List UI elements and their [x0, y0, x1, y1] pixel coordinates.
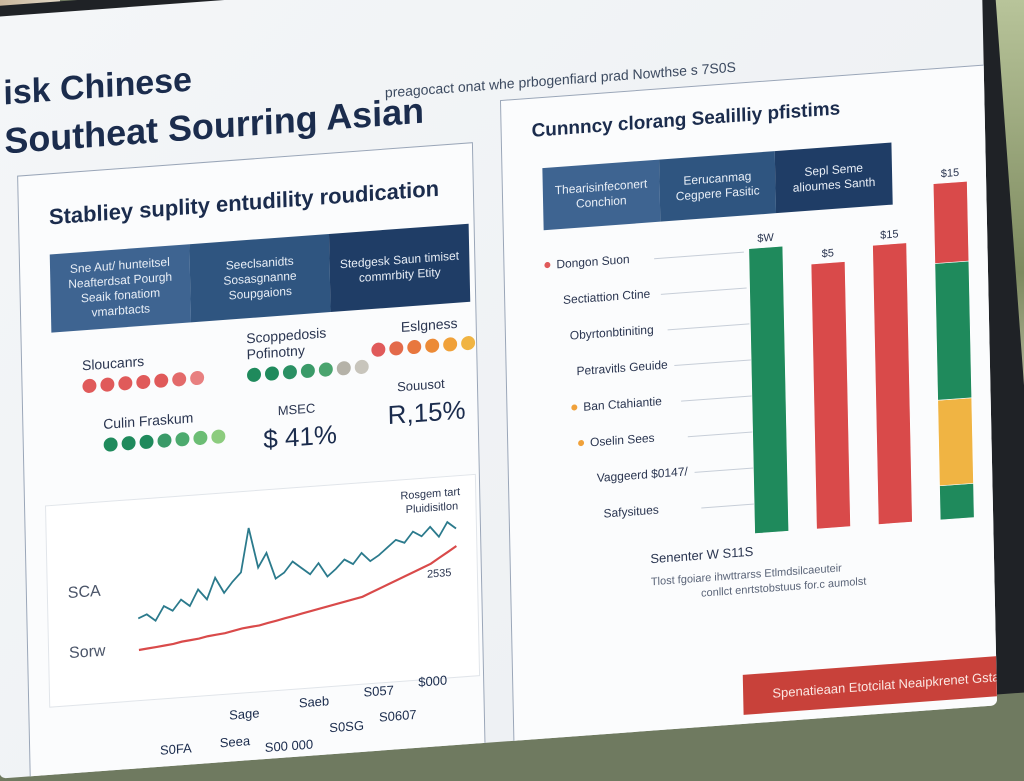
rating-dot	[318, 362, 333, 378]
left-header-row: Sne Aut/ hunteitsel Neafterdsat Pourgh S…	[49, 223, 471, 333]
tick-label: S0SG	[329, 717, 365, 736]
tick-label: S0FA	[159, 740, 192, 758]
rating-group: Eslgness	[371, 314, 476, 358]
bar-top-label: $15	[941, 167, 960, 180]
line-series	[138, 545, 457, 652]
rating-dot	[193, 430, 208, 446]
rating-dot	[190, 370, 205, 386]
tick-label: Saeb	[298, 693, 330, 711]
left-panel: Stabliey suplity entudility roudication …	[17, 142, 486, 779]
right-panel: Cunnncy clorang Sealilliy pfistims Thear…	[499, 63, 998, 743]
rating-dot	[264, 366, 280, 382]
rating-dot	[139, 434, 154, 450]
bar-top-label: $W	[757, 232, 774, 245]
line-series	[137, 520, 457, 623]
tick-label: Seea	[219, 733, 251, 751]
bar-segment	[748, 245, 789, 534]
rating-dot	[425, 338, 440, 354]
bar-top-label: $5	[822, 247, 834, 260]
left-header-cell: Stedgesk Saun timiset commrbity Etity	[328, 223, 471, 313]
rating-dot	[371, 342, 386, 358]
bar-segment	[937, 397, 974, 487]
rating-dot	[336, 360, 351, 376]
line-footer-note: Sokeaco anta orcerecriogs okumbsits Nese…	[180, 747, 430, 779]
kpi-value: $ 41%	[263, 418, 338, 455]
rating-dot	[118, 375, 133, 391]
bar-segment	[810, 261, 851, 530]
kpi-value: R,15%	[387, 394, 466, 431]
bar-segment	[939, 482, 975, 521]
rating-dots	[246, 359, 369, 383]
tick-label: Sage	[229, 705, 260, 723]
rating-group-label: Eslgness	[400, 314, 458, 335]
rating-dot	[389, 340, 404, 356]
bar-segment	[932, 180, 970, 264]
left-header-cell: Seeclsanidts Sosasgnanne Soupgaions	[189, 233, 331, 323]
tick-label: S00 000	[264, 736, 314, 756]
bar-segment	[934, 260, 972, 401]
bar-segment	[995, 213, 998, 297]
rating-group: Sloucanrs	[81, 348, 205, 394]
rating-dots	[103, 429, 226, 453]
rating-dot	[103, 437, 118, 453]
rating-dot	[407, 339, 422, 355]
page-title-line1: isk Chinese	[3, 60, 193, 113]
left-header-cell: Sne Aut/ hunteitsel Neafterdsat Pourgh S…	[49, 244, 191, 333]
bar-top-label: $15	[880, 228, 899, 241]
left-panel-title: Stabliey suplity entudility roudication	[48, 175, 440, 230]
rating-dot	[460, 335, 476, 351]
line-chart	[137, 520, 457, 652]
rating-dot	[100, 377, 115, 393]
rating-dot	[300, 363, 316, 379]
rating-dot	[172, 371, 187, 387]
rating-group: Scoppedosis Pofinotny	[246, 321, 369, 383]
tick-label: S0607	[378, 706, 417, 725]
rating-dot	[354, 359, 369, 375]
tick-label: S057	[363, 682, 395, 700]
line-chart-card: SCA Sorw Rosgem tart Pluidisitlon 2535	[45, 473, 481, 708]
rating-dot	[121, 435, 136, 451]
rating-group: Culin Fraskum	[103, 407, 226, 453]
kpi-label: Souusot	[396, 375, 445, 395]
rating-dot	[157, 433, 172, 449]
kpi-label: MSEC	[277, 400, 316, 419]
rating-dot	[282, 364, 298, 380]
rating-dot	[82, 378, 97, 394]
rating-group-label: Culin Fraskum	[103, 409, 194, 433]
rating-group-label: Scoppedosis Pofinotny	[246, 324, 327, 363]
bar-segment	[872, 242, 913, 525]
right-banner: Spenatieaan Etotcilat Neaipkrenet Gstati…	[742, 652, 998, 715]
rating-dots	[371, 335, 476, 358]
dashboard: isk Chinese Southeat Sourring Asian prea…	[0, 0, 998, 779]
rating-group-label: Sloucanrs	[81, 352, 145, 374]
rating-dot	[136, 374, 151, 390]
tick-label: $000	[418, 672, 448, 690]
rating-dot	[154, 373, 169, 389]
rating-dot	[246, 367, 262, 383]
rating-dot	[211, 429, 226, 445]
rating-dots	[82, 370, 205, 394]
stacked-bar-chart: $W$5$15$15$5	[748, 167, 998, 534]
rating-dot	[443, 336, 458, 352]
rating-dot	[175, 431, 190, 447]
